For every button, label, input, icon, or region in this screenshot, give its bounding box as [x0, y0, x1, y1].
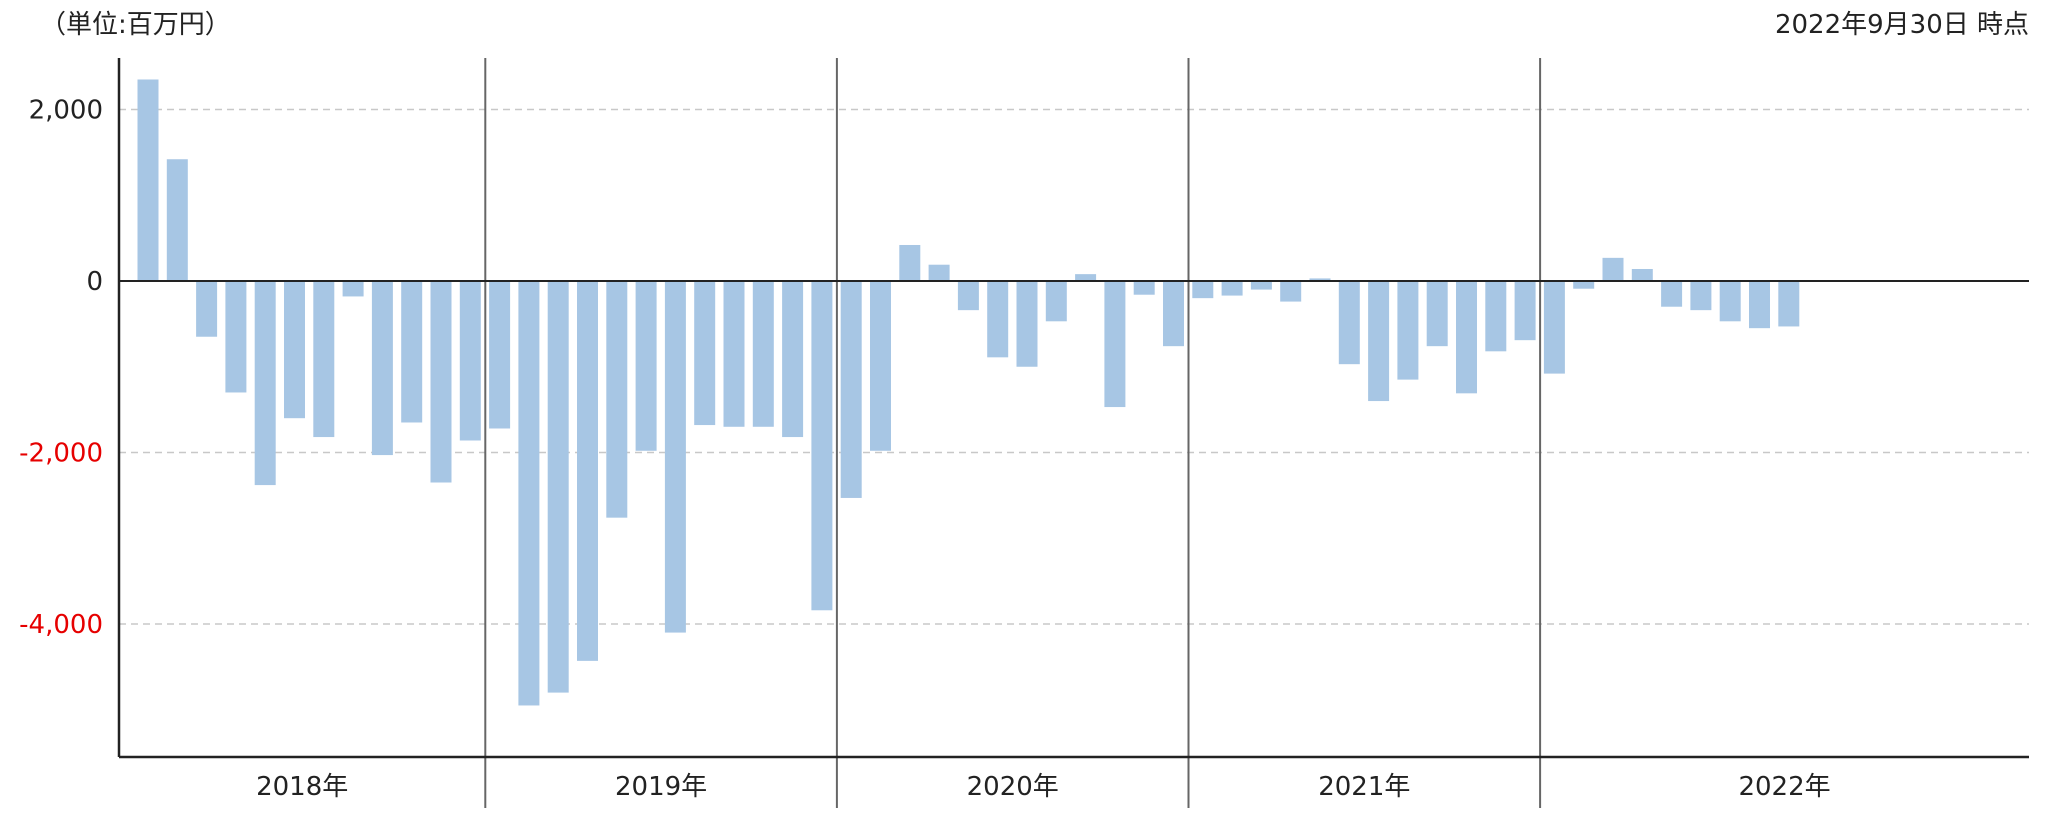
bar: [1338, 281, 1360, 365]
bar: [664, 281, 686, 633]
bar: [723, 281, 745, 427]
bar: [1016, 281, 1038, 367]
bar: [1309, 278, 1331, 281]
bar: [840, 281, 862, 498]
as-of-date-label: 2022年9月30日 時点: [1774, 10, 2029, 40]
x-category-label: 2021年: [1318, 772, 1410, 802]
bar: [1543, 281, 1565, 374]
bar: [1514, 281, 1536, 341]
bar: [1397, 281, 1419, 380]
y-tick-label: -2,000: [19, 439, 103, 469]
y-tick-label: -4,000: [19, 610, 103, 640]
bar: [254, 281, 276, 486]
bar: [371, 281, 393, 456]
bar: [811, 281, 833, 611]
bar: [1573, 281, 1595, 289]
y-tick-label: 2,000: [29, 96, 103, 126]
bar: [518, 281, 540, 706]
x-category-label: 2022年: [1738, 772, 1830, 802]
bar: [1133, 281, 1155, 295]
x-category-label: 2019年: [615, 772, 707, 802]
bar: [1045, 281, 1067, 322]
bar: [782, 281, 804, 438]
bar: [1602, 257, 1624, 281]
bar: [899, 244, 921, 281]
bar: [1368, 281, 1390, 402]
bar: [1192, 281, 1214, 299]
bar: [1778, 281, 1800, 327]
bar: [430, 281, 452, 483]
bar: [137, 79, 159, 281]
bar: [957, 281, 979, 311]
bar: [1719, 281, 1741, 322]
bar: [1661, 281, 1683, 307]
bar: [459, 281, 481, 441]
bar: [196, 281, 218, 337]
bar: [1163, 281, 1184, 347]
bar: [1749, 281, 1770, 329]
bar: [1485, 281, 1507, 352]
bar: [1456, 281, 1477, 394]
bar: [694, 281, 716, 426]
y-tick-label: 0: [86, 267, 103, 297]
bar: [1426, 281, 1448, 347]
bar: [489, 281, 511, 429]
bar: [928, 264, 950, 281]
bar: [225, 281, 247, 393]
x-category-label: 2020年: [967, 772, 1059, 802]
bar: [635, 281, 657, 451]
bar: [547, 281, 569, 693]
bar: [577, 281, 598, 661]
bar: [1075, 274, 1097, 281]
bar: [342, 281, 364, 297]
bar: [284, 281, 305, 419]
bar: [1104, 281, 1126, 408]
bar: [166, 159, 188, 281]
bar: [987, 281, 1009, 358]
bar: [313, 281, 335, 438]
x-category-label: 2018年: [256, 772, 348, 802]
bar: [1280, 281, 1302, 302]
bar: [606, 281, 628, 518]
bar: [752, 281, 774, 427]
bar: [1250, 281, 1272, 290]
bar: [870, 281, 891, 451]
unit-label: （単位:百万円）: [40, 10, 231, 40]
bar: [1690, 281, 1712, 311]
bar: [1221, 281, 1243, 296]
bar: [401, 281, 423, 423]
bar: [1631, 268, 1653, 281]
